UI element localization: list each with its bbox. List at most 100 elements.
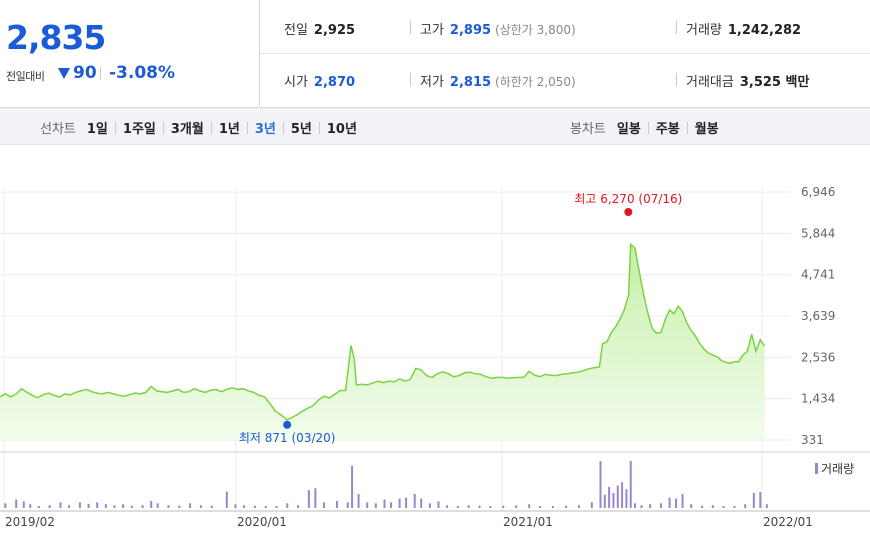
volume-bar	[68, 505, 71, 508]
current-price-box: 2,835 전일대비 90 -3.08%	[0, 0, 260, 106]
trade-value: 거래대금 3,525 백만	[686, 71, 809, 90]
volume-bar	[420, 498, 423, 508]
volume-bar	[234, 504, 237, 508]
volume-bar	[640, 505, 643, 508]
candle-chart-periods: 봉차트 일봉 주봉 월봉	[570, 118, 719, 137]
volume-bar	[22, 501, 25, 508]
volume-bar	[612, 492, 615, 508]
volume-bar	[253, 505, 256, 508]
volume-bar	[577, 505, 580, 508]
x-tick-label: 2021/01	[503, 515, 553, 529]
volume-bar	[96, 502, 99, 508]
line-chart-label: 선차트	[40, 122, 76, 137]
volume-bar	[759, 492, 762, 508]
volume-bar	[4, 503, 7, 508]
max-marker	[624, 208, 633, 216]
volume-bar	[551, 506, 554, 508]
volume-bar	[178, 505, 181, 508]
line-chart-periods: 선차트 1일 1주일 3개월 1년 3년 5년 10년	[40, 118, 357, 137]
y-tick-label: 6,946	[801, 185, 835, 199]
min-marker	[283, 420, 292, 429]
volume-bar	[603, 494, 606, 508]
trade-value-amount: 3,525 백만	[739, 75, 810, 90]
volume-bar	[446, 505, 449, 508]
volume-bar	[634, 503, 637, 508]
volume-bar	[210, 505, 213, 508]
candle-weekly[interactable]: 주봉	[655, 122, 680, 137]
x-tick-label: 2020/01	[237, 515, 287, 529]
volume-bar	[383, 499, 386, 508]
volume-bar	[87, 503, 90, 508]
volume-bar	[59, 502, 62, 508]
volume-bar	[649, 504, 652, 508]
volume-bar	[243, 505, 246, 508]
volume-bar	[346, 502, 349, 508]
volume-value: 1,242,282	[727, 23, 802, 38]
volume-bar	[113, 505, 116, 508]
prev-close-label: 전일	[284, 23, 308, 38]
volume-bar	[502, 505, 505, 508]
candle-monthly[interactable]: 월봉	[694, 122, 719, 137]
volume-bar	[744, 504, 747, 508]
period-1w[interactable]: 1주일	[122, 122, 156, 137]
volume-bar	[357, 493, 360, 508]
volume-bar	[122, 504, 125, 508]
volume-bar	[405, 497, 408, 508]
period-5y[interactable]: 5년	[290, 122, 312, 137]
volume-bar	[130, 505, 133, 508]
candle-chart-label: 봉차트	[570, 122, 606, 137]
volume-bar	[599, 461, 602, 508]
volume-bar	[659, 503, 662, 508]
summary-row-divider	[260, 53, 870, 54]
volume-label: 거래량	[686, 23, 722, 38]
volume-bar	[489, 506, 492, 508]
y-tick-label: 4,741	[801, 268, 835, 282]
volume-bar	[398, 498, 401, 508]
open-label: 시가	[284, 75, 308, 90]
y-tick-label: 1,434	[801, 392, 835, 406]
change-value: 90	[73, 63, 97, 83]
volume-bar	[335, 500, 338, 508]
volume-bar	[323, 502, 325, 508]
volume-legend-swatch	[815, 463, 818, 474]
volume-bar	[629, 461, 632, 508]
volume-bar	[413, 493, 416, 508]
volume-bar	[286, 503, 289, 508]
period-3y[interactable]: 3년	[254, 122, 276, 137]
divider	[410, 21, 411, 34]
change-percent: -3.08%	[109, 63, 176, 83]
volume-bar	[78, 502, 81, 508]
open-value: 2,870	[313, 75, 356, 90]
period-10y[interactable]: 10년	[326, 122, 357, 137]
volume-bar	[351, 465, 354, 508]
y-tick-label: 2,536	[801, 350, 835, 364]
period-1d[interactable]: 1일	[86, 122, 108, 137]
volume-bar	[711, 505, 714, 508]
candle-daily[interactable]: 일봉	[616, 122, 641, 137]
volume-bar	[608, 486, 611, 508]
x-tick-label: 2022/01	[763, 515, 813, 529]
volume-bar	[621, 482, 624, 508]
volume-bar	[141, 505, 144, 508]
current-price: 2,835	[6, 18, 106, 57]
change-label: 전일대비	[6, 70, 45, 83]
min-annotation: 최저 871 (03/20)	[239, 431, 336, 445]
volume-bar	[733, 506, 736, 508]
period-3m[interactable]: 3개월	[170, 122, 204, 137]
volume-bar	[15, 499, 18, 508]
volume-bar	[199, 505, 202, 508]
period-1y[interactable]: 1년	[218, 122, 240, 137]
down-arrow-icon	[58, 68, 70, 79]
volume-bar	[366, 502, 369, 508]
volume-bar	[564, 505, 567, 508]
volume-bar	[104, 504, 107, 508]
open-price: 시가 2,870	[284, 71, 355, 90]
upper-limit: (상한가 3,800)	[495, 23, 576, 37]
volume-legend-label: 거래량	[821, 462, 854, 476]
volume-bar	[264, 506, 267, 508]
volume-bar	[225, 491, 228, 508]
volume: 거래량 1,242,282	[686, 19, 801, 38]
price-summary: 2,835 전일대비 90 -3.08% 전일 2,925 고가 2,895 (상한가…	[0, 0, 870, 108]
